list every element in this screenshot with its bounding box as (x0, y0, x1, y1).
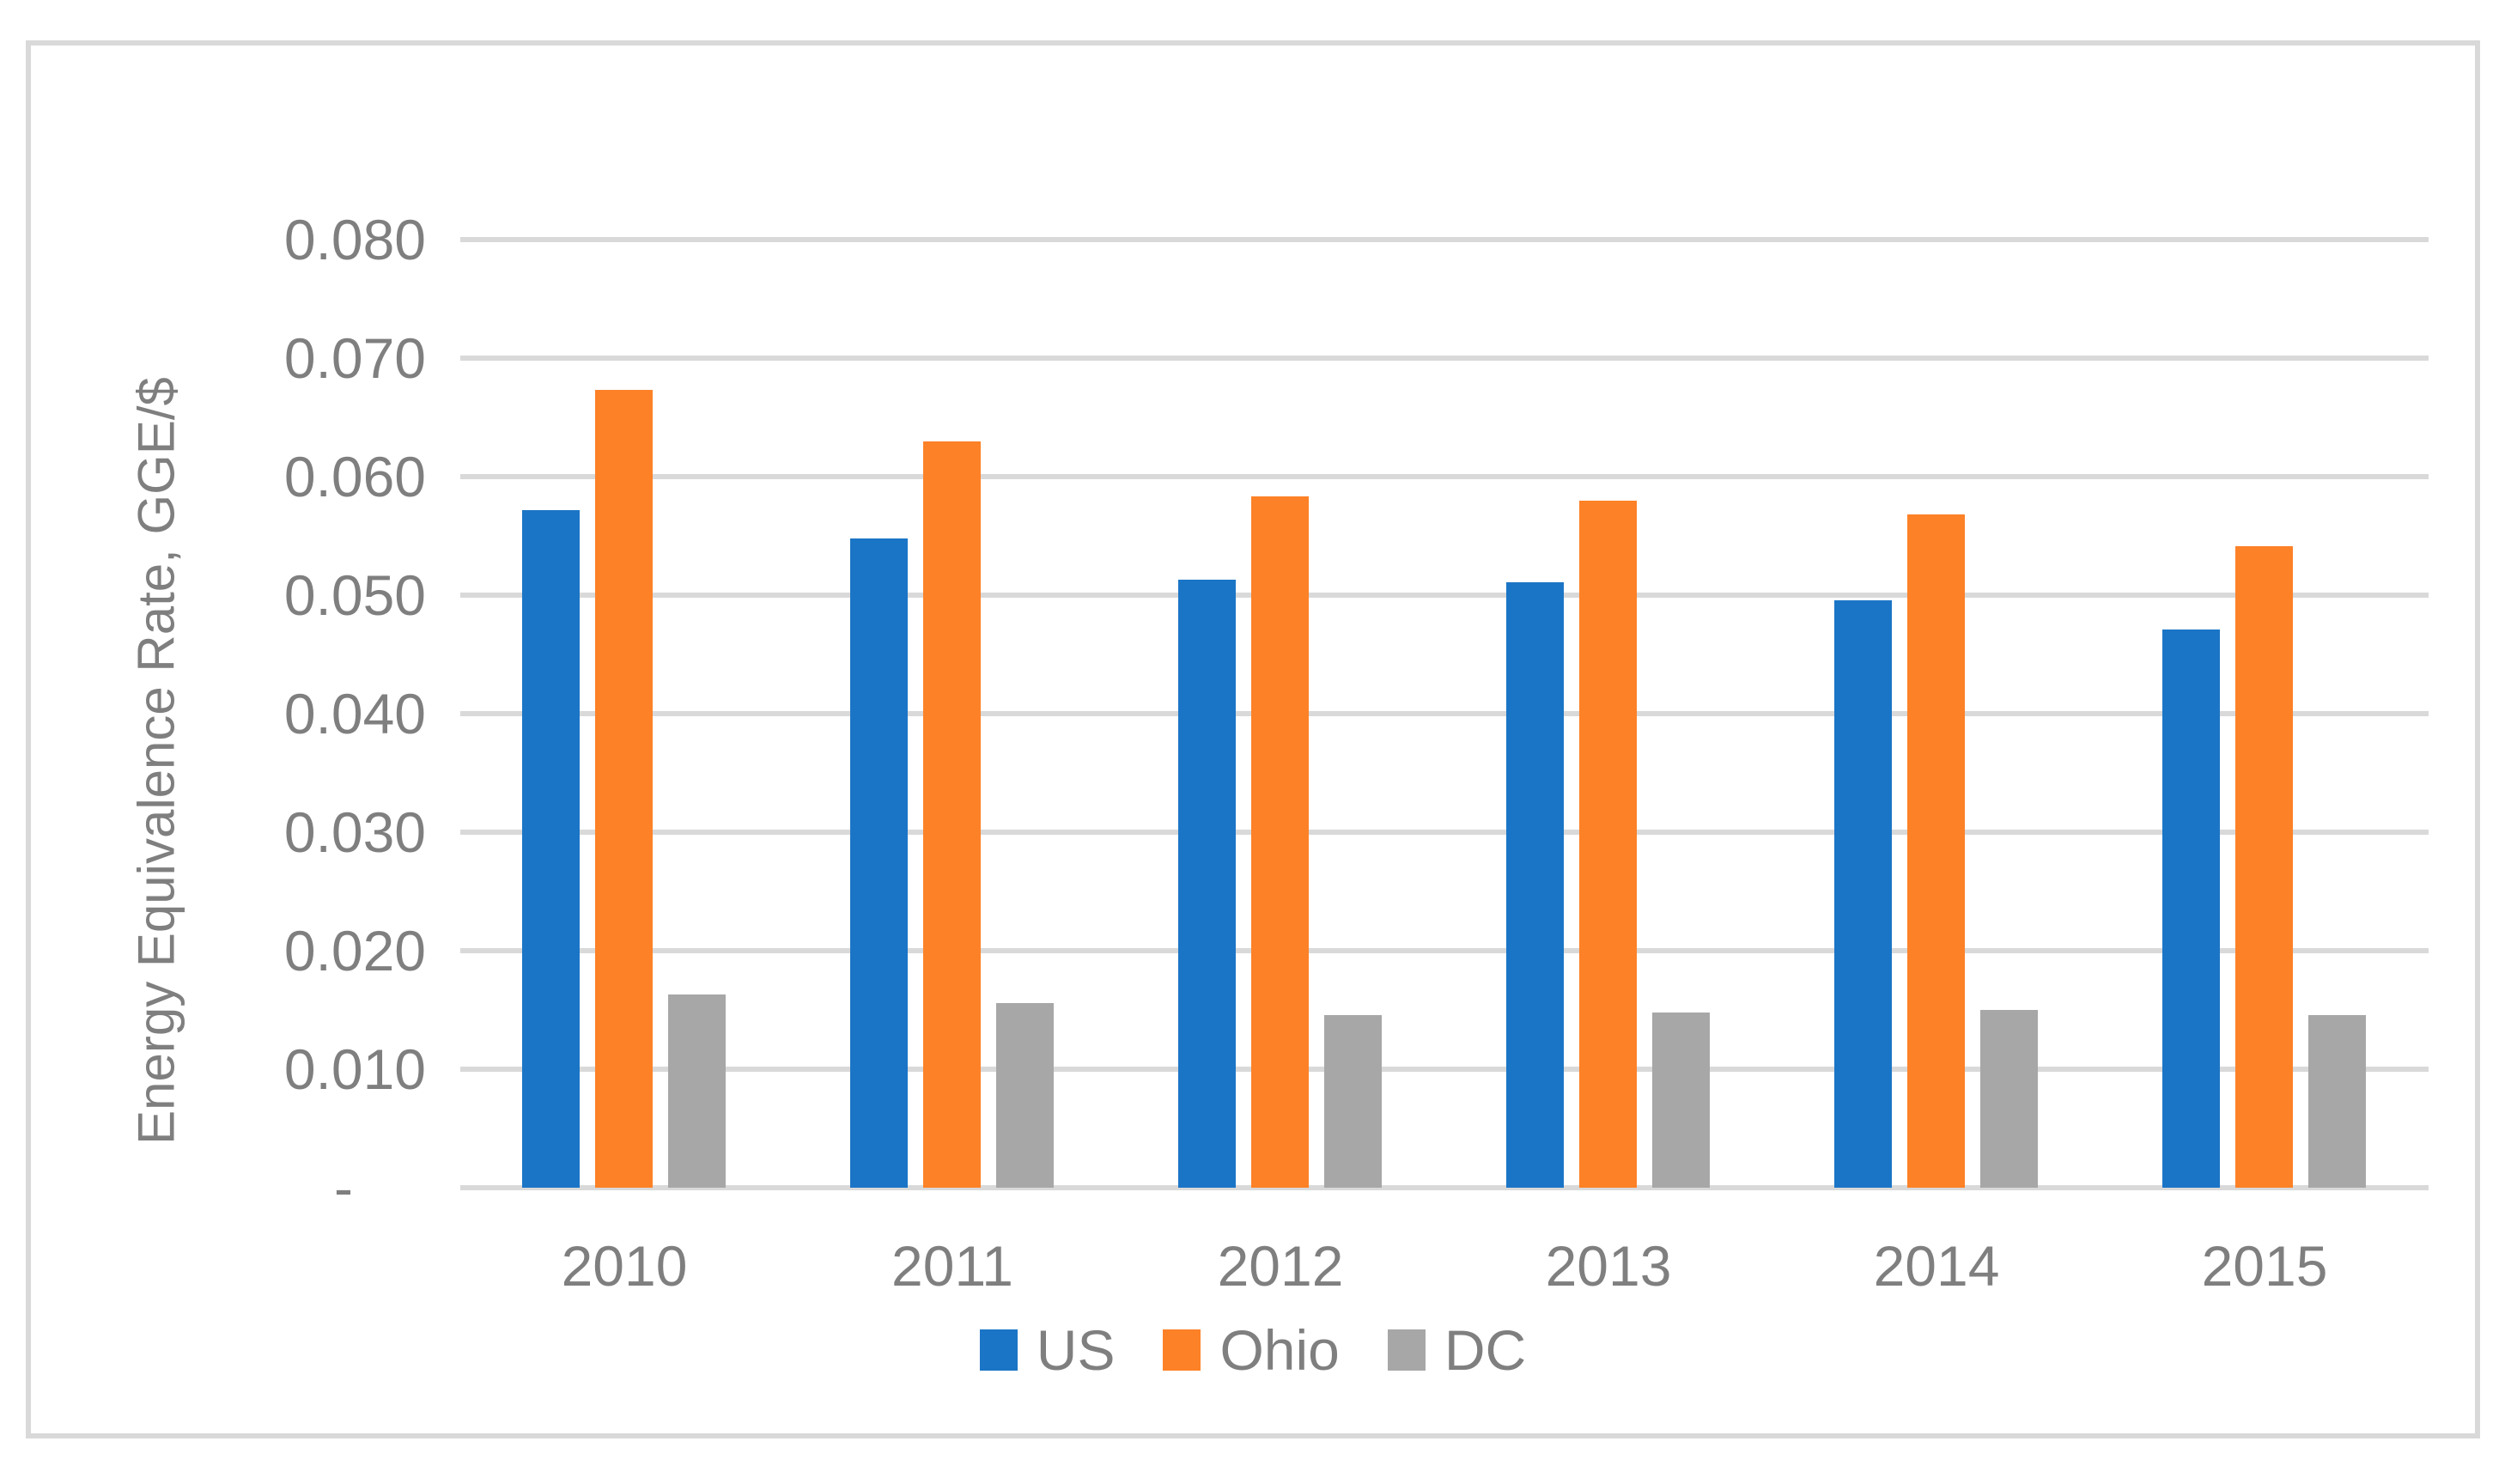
gridline (460, 474, 2429, 479)
bar-ohio-2012 (1251, 496, 1309, 1188)
y-axis-ticks: 0.080 0.070 0.060 0.050 0.040 0.030 0.020 0.010… (5, 208, 426, 1219)
legend-item-dc: DC (1387, 1317, 1527, 1383)
gridline (460, 1067, 2429, 1072)
bar-us-2014 (1834, 599, 1892, 1188)
legend: US Ohio DC (31, 1317, 2475, 1383)
gridline (460, 237, 2429, 242)
bar-ohio-2010 (595, 390, 653, 1188)
y-tick-label: 0.010 (283, 1037, 426, 1101)
gridline (460, 1185, 2429, 1190)
bar-us-2013 (1506, 581, 1564, 1188)
y-tick-label: 0.060 (283, 445, 426, 508)
legend-item-us: US (979, 1317, 1116, 1383)
y-tick-label: - (334, 1156, 353, 1219)
gridline (460, 830, 2429, 835)
y-tick-label: 0.050 (283, 563, 426, 627)
bar-dc-2013 (1652, 1012, 1710, 1188)
gridline (460, 593, 2429, 598)
legend-label-ohio: Ohio (1219, 1318, 1340, 1382)
bar-dc-2014 (1980, 1010, 2038, 1188)
x-label-2012: 2012 (1217, 1234, 1344, 1298)
y-tick-label: 0.020 (283, 919, 426, 982)
x-label-2011: 2011 (891, 1234, 1013, 1298)
bar-ohio-2015 (2235, 546, 2293, 1188)
bar-ohio-2013 (1579, 500, 1637, 1188)
bar-dc-2015 (2308, 1014, 2366, 1188)
bar-dc-2011 (996, 1002, 1054, 1188)
bar-dc-2010 (668, 994, 726, 1188)
y-tick-label: 0.080 (283, 208, 426, 271)
bar-dc-2012 (1324, 1014, 1382, 1188)
legend-swatch-us (979, 1329, 1018, 1371)
plot-area (460, 237, 2429, 1190)
legend-swatch-dc (1387, 1329, 1426, 1371)
x-label-2013: 2013 (1545, 1234, 1672, 1298)
x-label-2014: 2014 (1873, 1234, 2000, 1298)
bar-us-2015 (2162, 629, 2220, 1188)
bar-ohio-2011 (923, 441, 981, 1188)
x-label-2010: 2010 (561, 1234, 688, 1298)
bar-ohio-2014 (1907, 514, 1965, 1188)
chart-frame: Energy Equivalence Rate, GGE/$ 0.080 0.07… (26, 40, 2480, 1438)
y-tick-label: 0.040 (283, 682, 426, 745)
gridline (460, 948, 2429, 953)
gridline (460, 356, 2429, 361)
bar-us-2010 (522, 509, 580, 1188)
x-axis-labels: 2010 2011 2012 2013 2014 2015 (460, 1233, 2429, 1311)
bar-us-2011 (850, 538, 908, 1188)
y-tick-label: 0.030 (283, 800, 426, 864)
y-tick-label: 0.070 (283, 326, 426, 390)
x-label-2015: 2015 (2201, 1234, 2328, 1298)
gridline (460, 711, 2429, 716)
legend-swatch-ohio (1163, 1329, 1201, 1371)
legend-label-us: US (1036, 1318, 1116, 1382)
legend-item-ohio: Ohio (1163, 1317, 1340, 1383)
bar-us-2012 (1178, 580, 1236, 1188)
legend-label-dc: DC (1444, 1318, 1527, 1382)
